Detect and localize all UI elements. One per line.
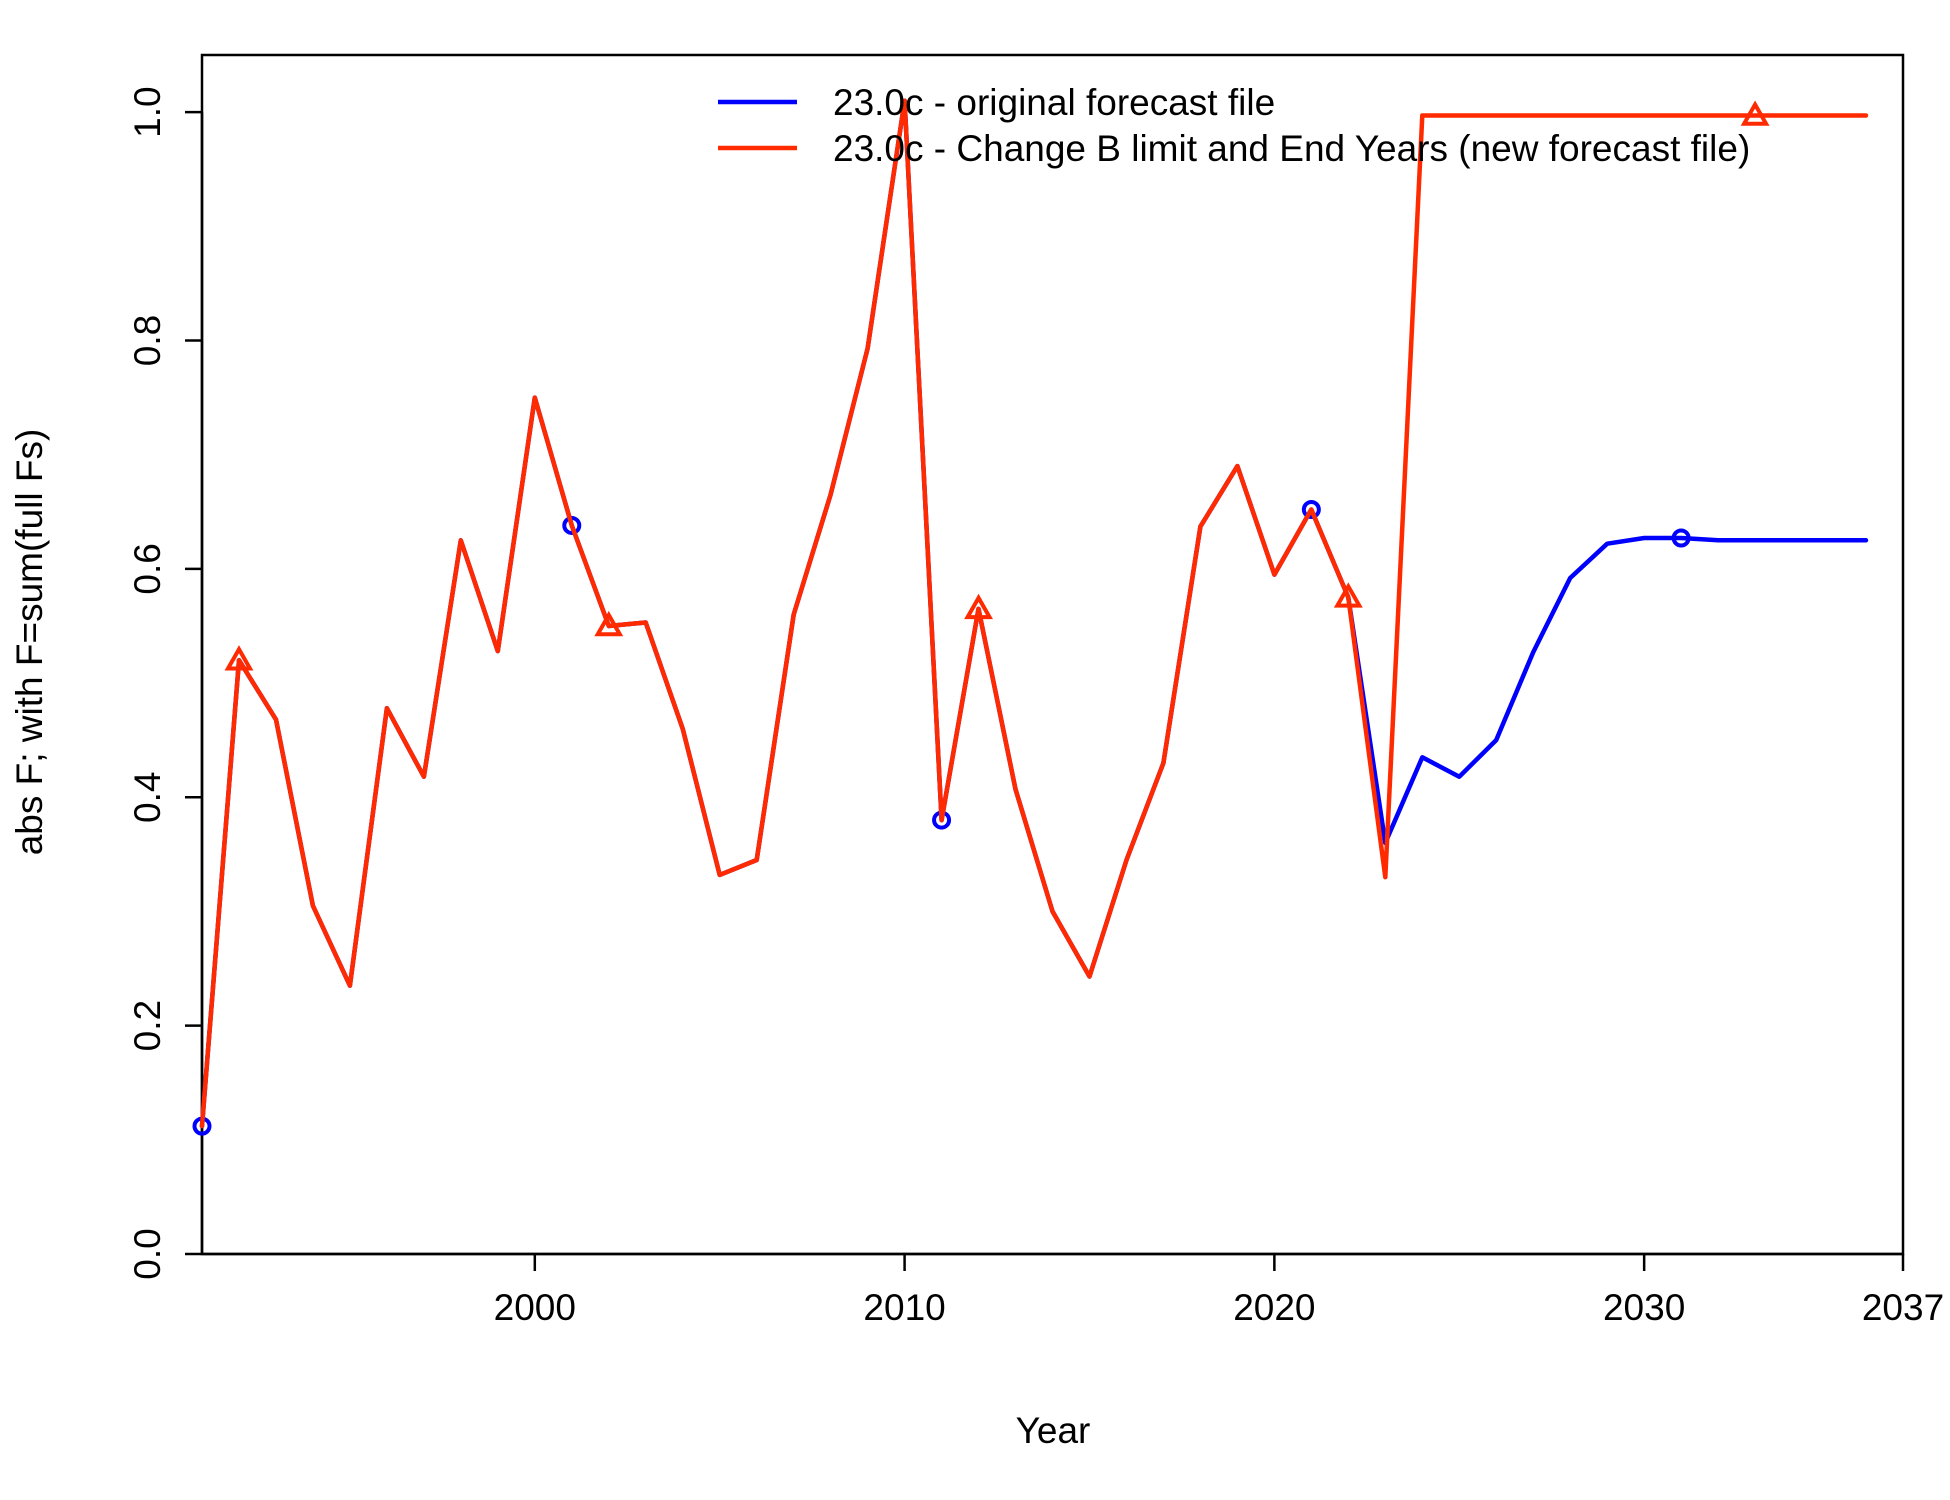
data-point-triangle <box>594 610 624 637</box>
y-tick-label: 0.8 <box>127 315 168 366</box>
x-tick-label: 2030 <box>1603 1287 1685 1328</box>
data-point-triangle <box>964 593 993 620</box>
y-tick-label: 1.0 <box>127 86 168 137</box>
y-tick-label: 0.4 <box>127 772 168 823</box>
x-tick-label: 2010 <box>863 1287 945 1328</box>
series-layer <box>192 98 1869 1136</box>
data-point-triangle <box>1740 100 1770 126</box>
x-axis: 2000 2010 2020 2030 2037 <box>202 1252 1944 1328</box>
legend-item-2: 23.0c - Change B limit and End Years (ne… <box>718 128 1750 169</box>
y-tick-label: 0.2 <box>127 1000 168 1051</box>
data-point-circle <box>1671 528 1691 548</box>
x-tick-label: 2000 <box>494 1287 576 1328</box>
legend: 23.0c - original forecast file 23.0c - Ch… <box>718 82 1750 169</box>
y-axis: 0.0 0.2 0.4 0.6 0.8 1.0 <box>127 86 204 1280</box>
series-line <box>199 98 1869 1129</box>
series-2 <box>199 98 1869 1129</box>
legend-item-1: 23.0c - original forecast file <box>718 82 1275 123</box>
legend-label: 23.0c - Change B limit and End Years (ne… <box>833 128 1750 169</box>
legend-label: 23.0c - original forecast file <box>833 82 1275 123</box>
y-tick-label: 0.6 <box>127 543 168 594</box>
data-point-circle <box>1301 499 1321 519</box>
data-point-triangle <box>224 645 254 671</box>
x-tick-label: 2037 <box>1862 1287 1944 1328</box>
x-tick-label: 2020 <box>1233 1287 1315 1328</box>
x-axis-title: Year <box>1016 1410 1091 1451</box>
data-point-triangle <box>1333 582 1363 608</box>
y-tick-label: 0.0 <box>127 1228 168 1279</box>
y-axis-title: abs F; with F=sum(full Fs) <box>9 429 50 856</box>
